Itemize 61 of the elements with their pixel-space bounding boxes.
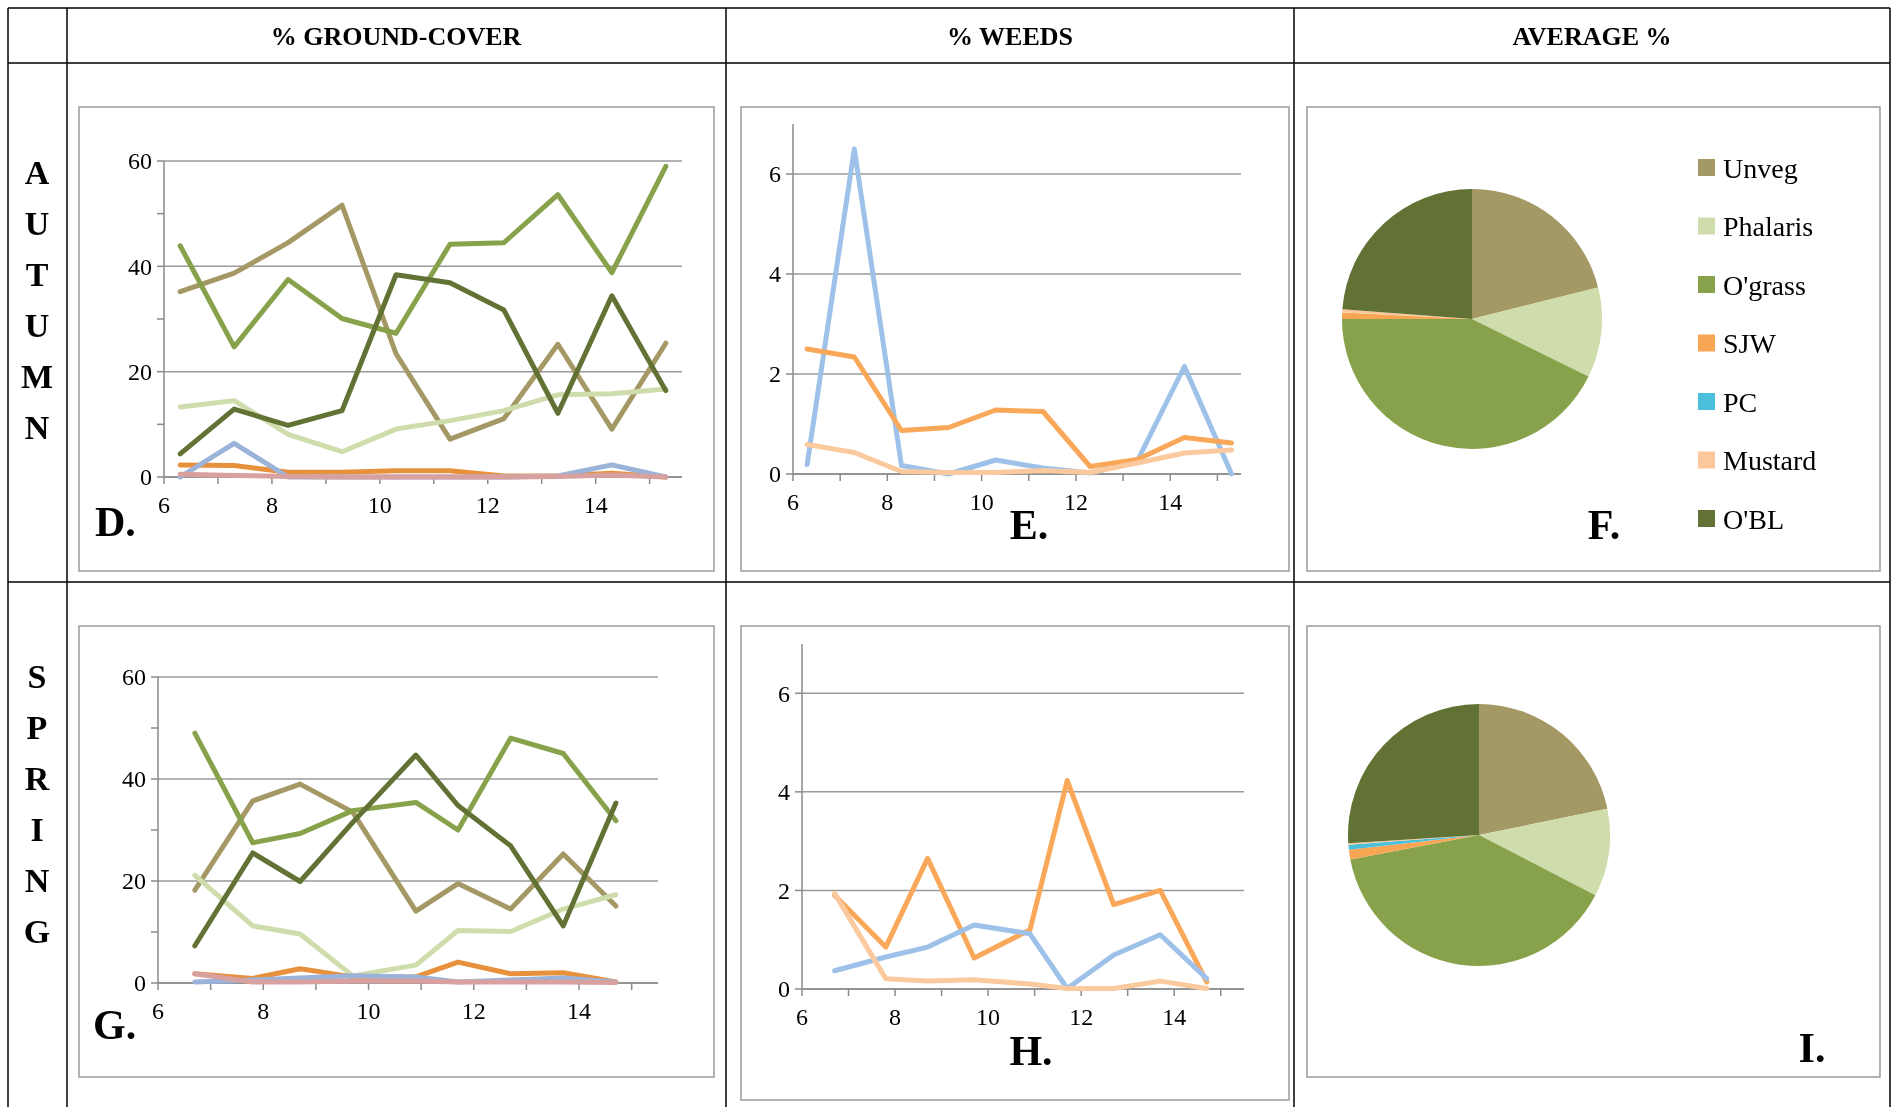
pie-slice [1479,808,1610,896]
x-tick-label: 12 [461,998,486,1024]
y-tick-label: 0 [140,464,152,491]
legend-label: O'BL [1723,503,1785,535]
y-tick-label: 20 [128,359,152,386]
x-tick-label: 14 [1162,1004,1187,1030]
chart-title: % GROUND-COVER [270,22,522,51]
y-tick-label: 60 [128,148,152,175]
x-tick-label: 8 [257,998,270,1024]
x-tick-label: 10 [356,998,381,1024]
y-tick-label: 4 [769,261,781,288]
x-tick-label: 14 [583,492,608,518]
text: F. [1587,502,1621,548]
pie-slice [1348,704,1479,844]
text: E. [1009,502,1049,548]
legend-label: Phalaris [1723,211,1814,243]
y-tick-label: 2 [778,877,790,904]
legend-label: PC [1723,386,1758,418]
y-tick-label: 2 [769,361,781,388]
pie-slice [1472,287,1602,377]
y-tick-label: 4 [778,779,790,806]
x-tick-label: 14 [567,998,592,1024]
x-tick-label: 8 [889,1004,902,1030]
y-tick-label: 60 [122,664,146,691]
x-tick-label: 6 [796,1004,808,1030]
legend-label: SJW [1723,328,1777,360]
y-tick-label: 20 [122,868,146,895]
x-tick-label: 10 [976,1004,1001,1030]
x-tick-label: 12 [1063,489,1088,515]
y-axis-title: AUTUMN [20,154,54,446]
y-tick-label: 40 [122,766,146,793]
legend-label: Mustard [1723,445,1817,477]
text: I. [1798,1025,1826,1071]
x-tick-label: 14 [1158,489,1183,515]
x-tick-label: 10 [367,492,392,518]
x-tick-label: 12 [475,492,500,518]
x-tick-label: 12 [1069,1004,1094,1030]
x-tick-label: 8 [881,489,894,515]
legend-label: Unveg [1723,152,1798,184]
text: D. [95,499,136,545]
y-tick-label: 0 [778,976,790,1003]
text: H. [1009,1028,1053,1074]
x-tick-label: 8 [265,492,278,518]
y-tick-label: 6 [778,680,790,707]
y-axis-title: SPRING [23,658,51,950]
text: G. [93,1002,137,1048]
pie-slice [1472,189,1599,319]
legend-label: O'grass [1723,269,1806,301]
x-tick-label: 10 [969,489,994,515]
chart-title: AVERAGE % [1512,22,1672,51]
pie-slice [1342,189,1472,319]
x-tick-label: 6 [158,492,170,518]
pie-slice [1342,319,1589,449]
y-tick-label: 0 [769,461,781,488]
y-tick-label: 6 [769,161,781,188]
chart-title: % WEEDS [947,22,1073,51]
pie-slice [1479,704,1608,835]
y-tick-label: 40 [128,253,152,280]
pie-slice [1350,835,1596,966]
y-tick-label: 0 [134,970,146,997]
pie-slice [1348,835,1479,860]
